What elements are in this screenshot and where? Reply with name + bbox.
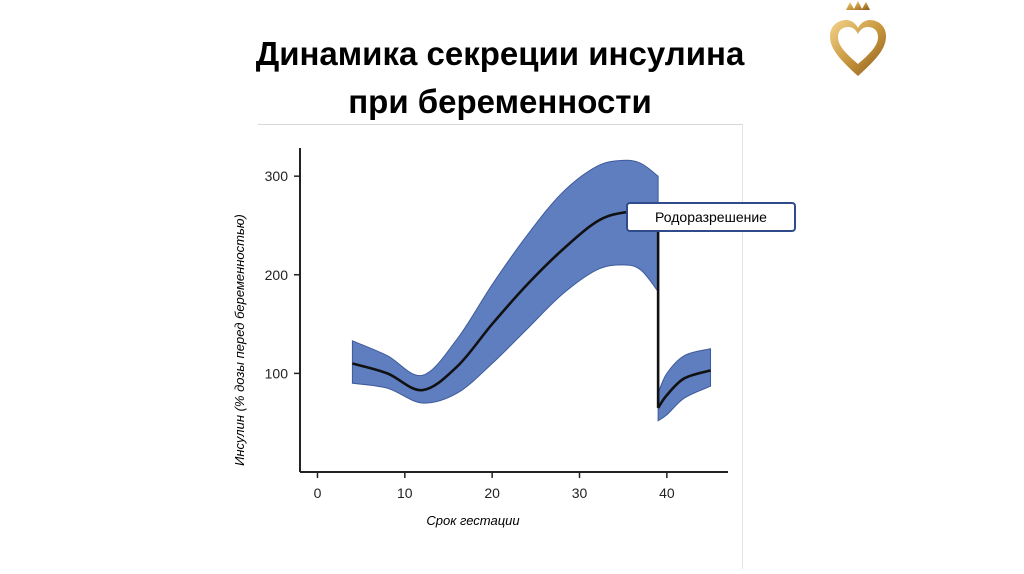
y-axis-label: Инсулин (% дозы перед беременностью) <box>232 214 247 466</box>
band-postpartum <box>657 348 712 422</box>
mean-line-postpartum <box>657 369 711 409</box>
x-tick-label-20: 20 <box>484 485 500 501</box>
x-tick-label-10: 10 <box>397 485 413 501</box>
band-pregnancy <box>351 159 659 404</box>
x-tick-label-0: 0 <box>314 485 322 501</box>
title-line-1: Динамика секреции инсулина <box>255 35 745 72</box>
axes <box>299 148 728 473</box>
confidence-bands <box>351 159 712 422</box>
x-axis-label: Срок гестации <box>426 513 519 528</box>
title-line-2: при беременности <box>348 83 652 120</box>
heart-crown-logo-icon <box>830 1 886 76</box>
y-tick-label-300: 300 <box>265 168 289 184</box>
tick-labels: 0 10 20 30 40 100 200 300 <box>265 168 675 501</box>
chart-frame <box>258 124 743 569</box>
delivery-callout: Родоразрешение <box>626 202 796 232</box>
x-tick-label-40: 40 <box>659 485 675 501</box>
slide-title: Динамика секреции инсулина при беременно… <box>180 30 820 126</box>
x-tick-label-30: 30 <box>572 485 588 501</box>
y-tick-label-100: 100 <box>265 365 289 381</box>
y-tick-label-200: 200 <box>265 267 289 283</box>
